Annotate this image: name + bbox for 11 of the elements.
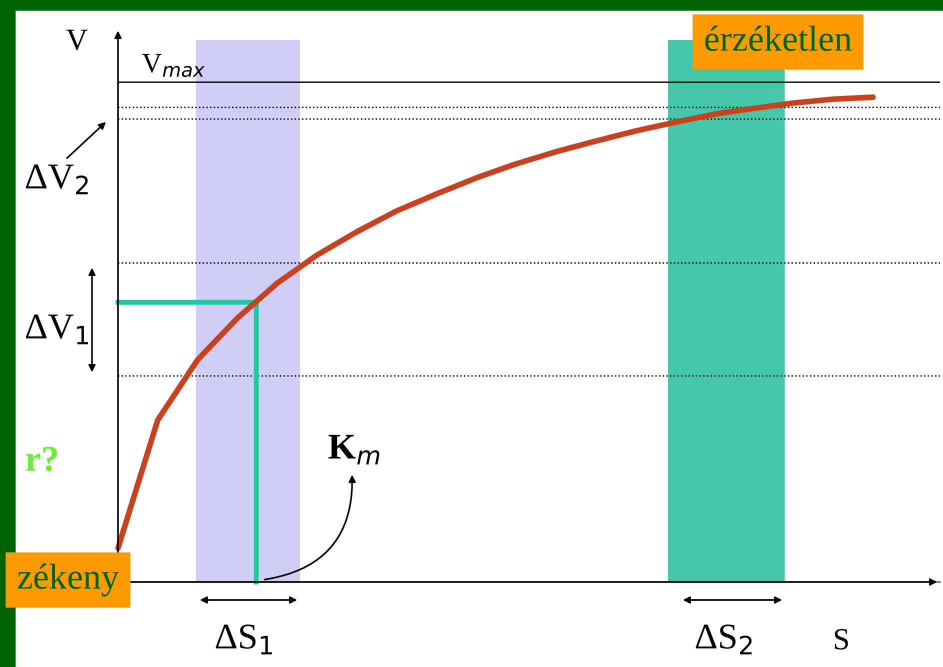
annotation: K$_{m}$ xyxy=(328,434,380,464)
annotation: zékeny xyxy=(18,564,119,596)
text: r? xyxy=(26,446,57,472)
text: ΔV$_{2}$ xyxy=(26,164,88,194)
text: érzéketlen xyxy=(705,26,852,52)
text: ΔS$_{1}$ xyxy=(216,624,272,654)
ref-line-label: V$_{max}$ xyxy=(142,54,205,78)
text: ΔV$_{1}$ xyxy=(26,314,88,344)
x-axis-title: S xyxy=(834,629,848,650)
text: ΔS$_{2}$ xyxy=(696,624,752,654)
y-axis-title: V xyxy=(66,30,88,50)
